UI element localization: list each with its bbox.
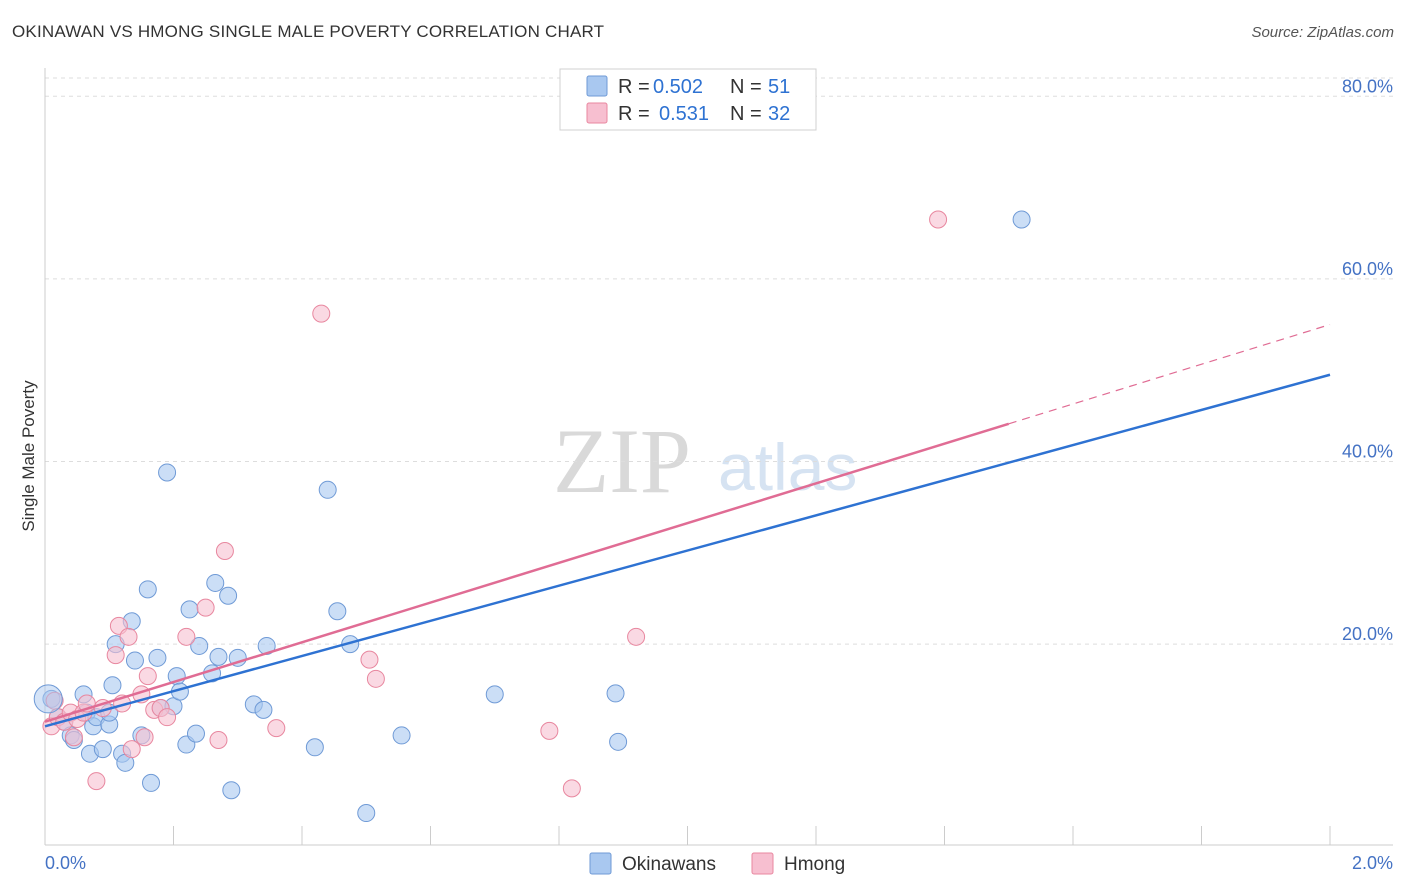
y-tick-label-80: 80.0% [1342,76,1393,96]
okinawans-point-17 [125,651,144,670]
okinawans-point-10 [93,740,112,759]
okinawans-point-49 [1012,210,1031,229]
stats-legend: R = 0.502 N = 51 R = 0.531 N = 32 [559,68,817,131]
hmong-trend-extension [1008,323,1331,425]
hmong-point-5 [64,728,83,747]
okinawans-legend-swatch [586,75,608,97]
hmong-point-18 [138,667,157,686]
okinawans-point-41 [318,480,337,499]
okinawans-r-label: R = [618,76,650,98]
x-tick-label-max: 2.0% [1352,853,1393,873]
hmong-point-28 [360,650,379,669]
hmong-point-24 [209,730,228,749]
okinawans-point-38 [254,700,273,719]
trend-lines [44,323,1331,728]
okinawans-point-32 [206,573,225,592]
okinawans-point-23 [158,463,177,482]
y-tick-label-40: 40.0% [1342,442,1393,462]
series-legend: Okinawans Hmong [589,852,845,875]
okinawans-point-20 [142,773,161,792]
hmong-point-27 [312,304,331,323]
hmong-point-22 [177,627,196,646]
okinawans-point-44 [357,804,376,823]
x-tick-label-min: 0.0% [45,853,86,873]
chart-title: OKINAWAN VS HMONG SINGLE MALE POVERTY CO… [12,22,605,41]
okinawans-point-21 [148,648,167,667]
okinawans-r-value: 0.502 [653,76,703,98]
hmong-trend-line [44,422,1010,723]
hmong-legend-swatch [586,102,608,124]
hmong-point-32 [627,627,646,646]
x-ticks [44,826,1331,845]
okinawans-series-label: Okinawans [622,854,716,875]
okinawans-point-19 [138,580,157,599]
okinawans-point-28 [180,600,199,619]
hmong-point-25 [215,541,234,560]
hmong-point-14 [119,627,138,646]
okinawans-point-12 [103,676,122,695]
okinawans-point-48 [609,732,628,751]
okinawans-point-46 [485,685,504,704]
gridlines [45,77,1393,645]
okinawans-series-swatch [589,852,612,875]
okinawans-point-34 [219,586,238,605]
okinawans-point-35 [222,781,241,800]
hmong-point-33 [929,210,948,229]
okinawans-point-40 [305,738,324,757]
okinawans-point-30 [190,636,209,655]
hmong-point-11 [106,646,125,665]
okinawans-cluster-point [33,684,63,714]
y-tick-label-60: 60.0% [1342,259,1393,279]
hmong-r-label: R = [618,103,650,125]
hmong-r-value: 0.531 [659,103,709,125]
okinawans-trend-line [44,373,1331,728]
okinawans-point-42 [328,602,347,621]
hmong-point-30 [540,721,559,740]
scatter-points [33,210,1031,823]
y-axis-label: Single Male Poverty [19,380,38,532]
y-tick-label-20: 20.0% [1342,624,1393,644]
okinawans-point-47 [606,684,625,703]
okinawans-point-29 [186,724,205,743]
hmong-point-17 [135,728,154,747]
okinawans-n-label: N = [730,76,762,98]
y-tick-labels: 20.0% 40.0% 60.0% 80.0% [1342,76,1393,644]
hmong-point-31 [562,779,581,798]
source-credit: Source: ZipAtlas.com [1251,24,1394,41]
hmong-n-label: N = [730,103,762,125]
hmong-n-value: 32 [768,103,790,125]
hmong-point-29 [366,669,385,688]
hmong-point-23 [196,598,215,617]
okinawans-point-45 [392,726,411,745]
hmong-series-label: Hmong [784,854,845,875]
okinawans-point-33 [209,647,228,666]
hmong-point-9 [87,772,106,791]
hmong-point-26 [267,719,286,738]
hmong-point-21 [158,708,177,727]
hmong-series-swatch [751,852,774,875]
okinawans-n-value: 51 [768,76,790,98]
hmong-point-15 [122,740,141,759]
